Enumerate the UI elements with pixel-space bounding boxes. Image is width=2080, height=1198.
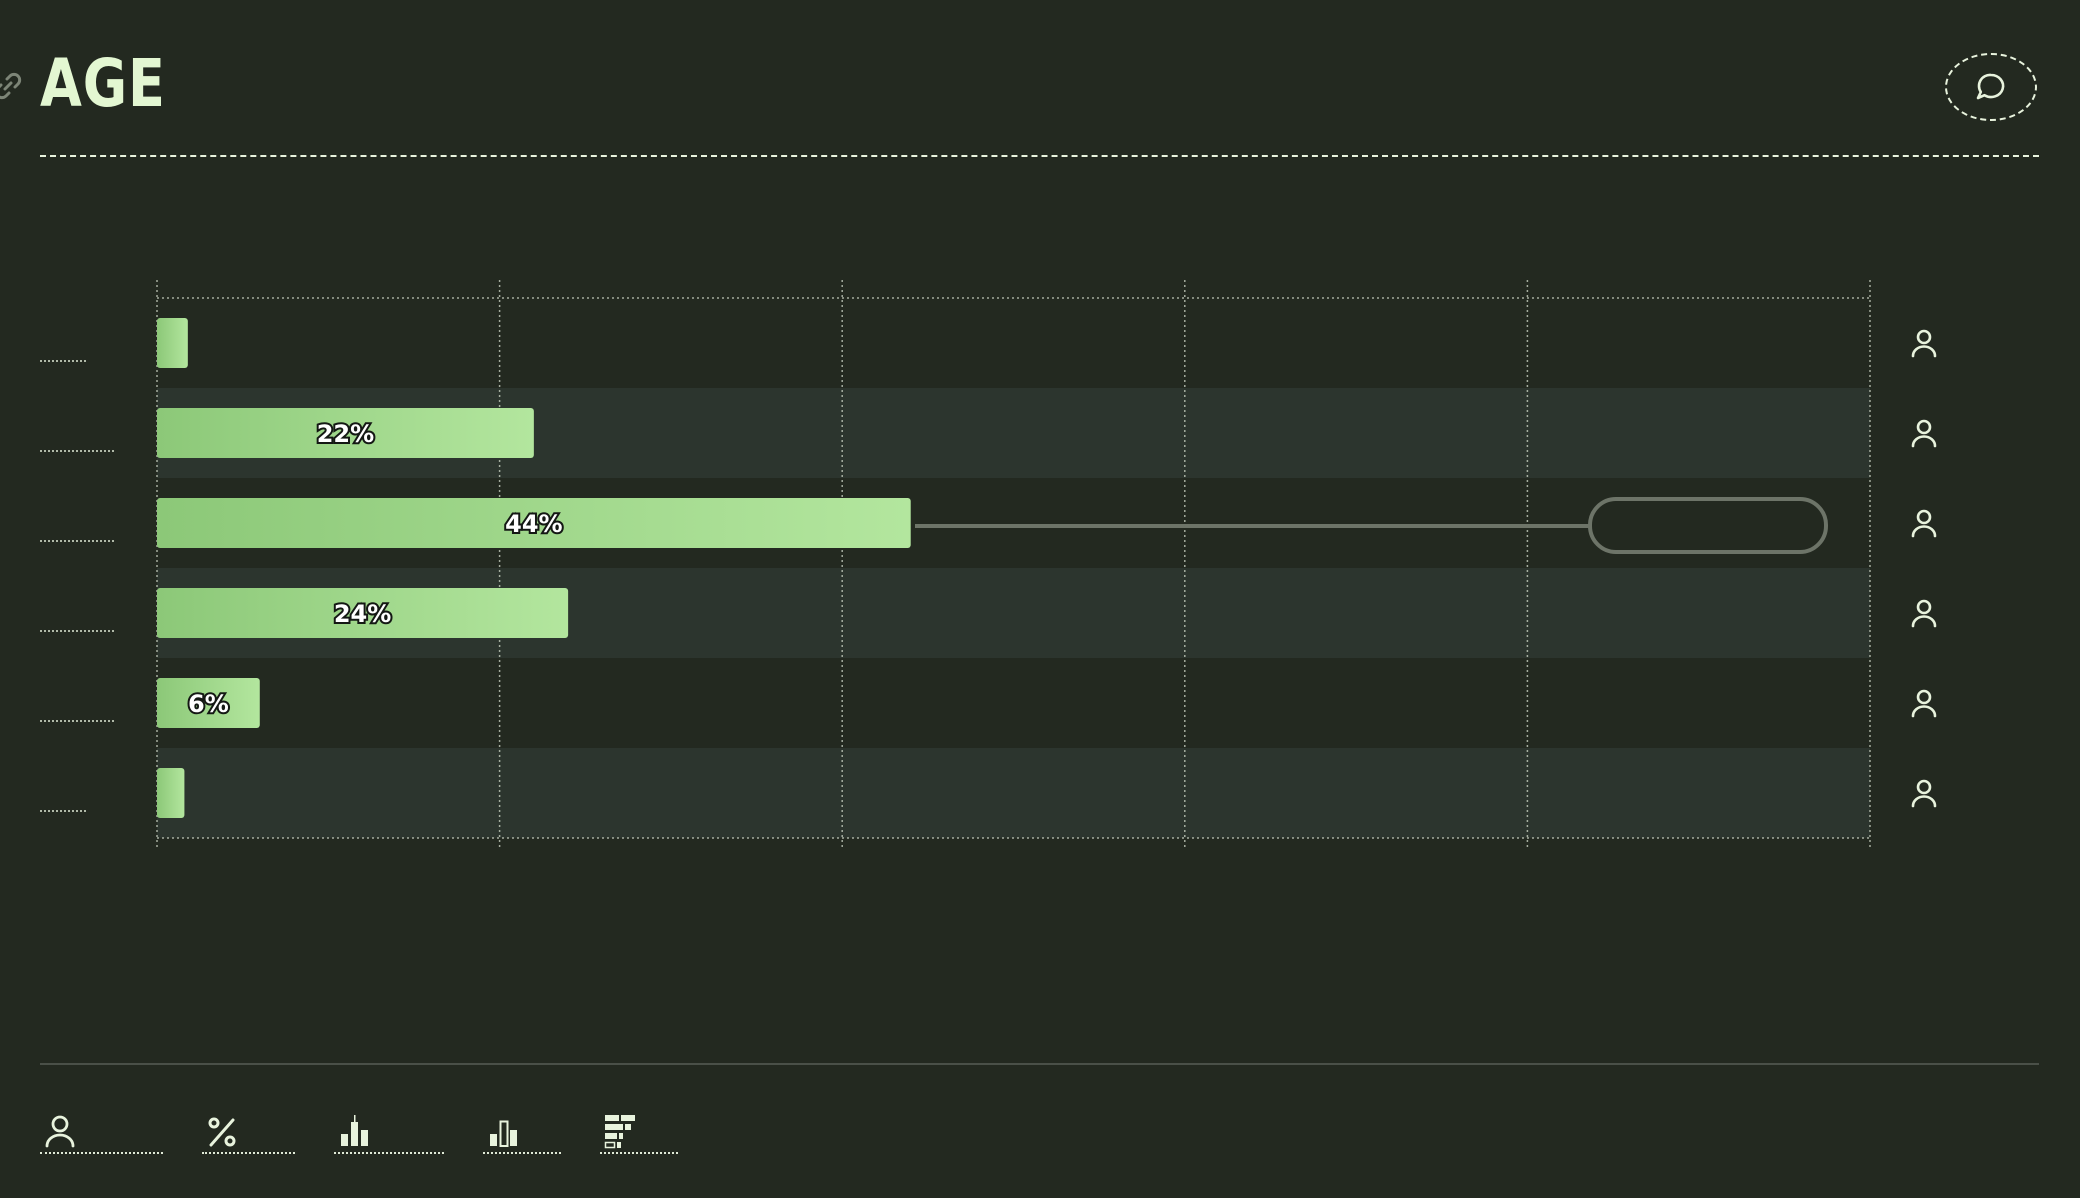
percent-icon — [208, 1117, 236, 1147]
person-view-button[interactable] — [40, 1112, 163, 1154]
link-icon — [0, 72, 22, 100]
bar-chart-button[interactable] — [334, 1112, 444, 1154]
bar-value-label: 44% — [505, 510, 562, 538]
person-icon — [1911, 509, 1937, 538]
bar[interactable] — [157, 498, 911, 548]
comment-icon — [1976, 73, 2005, 100]
bar[interactable] — [157, 678, 260, 728]
bar-chart-alt-icon — [490, 1120, 517, 1147]
bar[interactable] — [157, 588, 569, 638]
header-divider — [40, 155, 2039, 157]
person-icon — [1911, 689, 1937, 718]
percent-view-button[interactable] — [202, 1112, 295, 1154]
stacked-chart-icon — [604, 1115, 635, 1149]
row-band — [157, 748, 1870, 838]
bar-value-label: 6% — [188, 690, 229, 718]
footer-divider — [40, 1063, 2039, 1065]
callout-bubble[interactable] — [1588, 497, 1828, 554]
person-icon — [45, 1115, 75, 1148]
person-icon — [1911, 779, 1937, 808]
bar[interactable] — [157, 408, 534, 458]
person-icon — [1911, 599, 1937, 628]
bar-value-label: 22% — [317, 420, 374, 448]
person-icon — [1911, 419, 1937, 448]
person-icon — [1911, 329, 1937, 358]
bar[interactable] — [157, 768, 185, 818]
age-bar-chart: 22% 44% 24% 6% — [40, 280, 1937, 850]
comment-button[interactable] — [1945, 53, 2037, 121]
stacked-chart-button[interactable] — [600, 1112, 678, 1154]
bar-value-label: 24% — [334, 600, 391, 628]
bar[interactable] — [157, 318, 188, 368]
bar-chart-icon — [341, 1115, 368, 1146]
bar-chart-alt-button[interactable] — [483, 1112, 561, 1154]
page-title: AGE — [40, 45, 166, 122]
